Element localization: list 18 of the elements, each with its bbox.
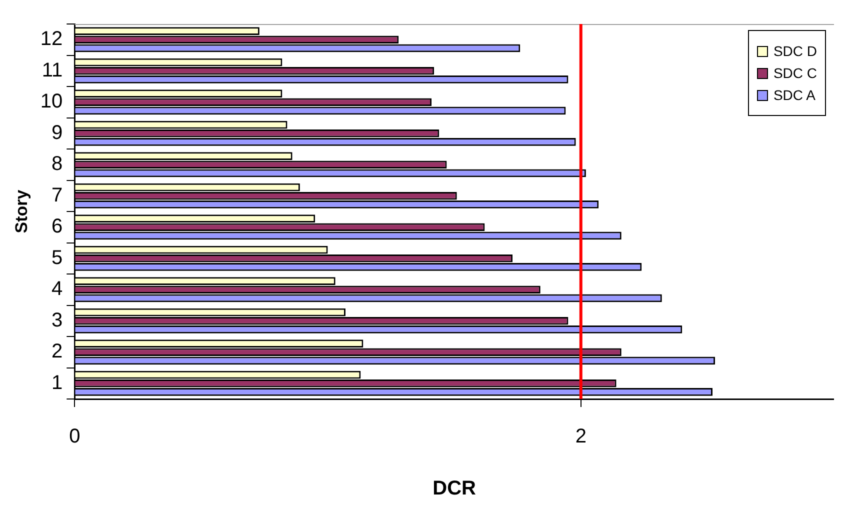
y-tick-label: 11 (42, 59, 63, 82)
y-tick-label: 12 (40, 28, 63, 50)
legend-label: SDC C (773, 65, 817, 81)
y-axis-title: Story (12, 189, 31, 234)
x-tick-label: 0 (69, 426, 80, 448)
legend-label: SDC D (773, 43, 817, 59)
y-tick-label: 9 (52, 122, 63, 144)
y-tick-label: 6 (52, 216, 63, 238)
y-tick-label: 3 (52, 309, 63, 332)
y-tick-label: 10 (40, 90, 63, 113)
y-tick-label: 7 (52, 184, 63, 206)
y-tick-label: 1 (52, 372, 63, 394)
y-tick-label: 8 (52, 153, 63, 176)
y-tick-label: 2 (52, 340, 63, 363)
x-axis-title: DCR (432, 478, 477, 500)
y-tick-label: 5 (52, 246, 63, 269)
y-tick-label: 4 (52, 278, 63, 300)
legend-label: SDC A (773, 87, 816, 103)
